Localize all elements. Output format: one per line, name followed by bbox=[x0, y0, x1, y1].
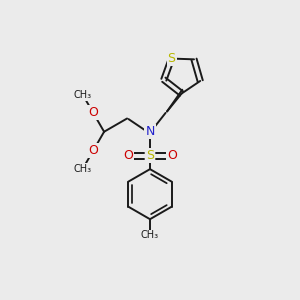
Text: N: N bbox=[145, 125, 155, 138]
Text: CH₃: CH₃ bbox=[141, 230, 159, 240]
Text: O: O bbox=[88, 106, 98, 119]
Text: CH₃: CH₃ bbox=[74, 164, 92, 174]
Text: O: O bbox=[88, 144, 98, 158]
Text: O: O bbox=[123, 149, 133, 162]
Text: O: O bbox=[167, 149, 177, 162]
Text: CH₃: CH₃ bbox=[74, 90, 92, 100]
Text: S: S bbox=[146, 149, 154, 162]
Text: S: S bbox=[167, 52, 175, 65]
